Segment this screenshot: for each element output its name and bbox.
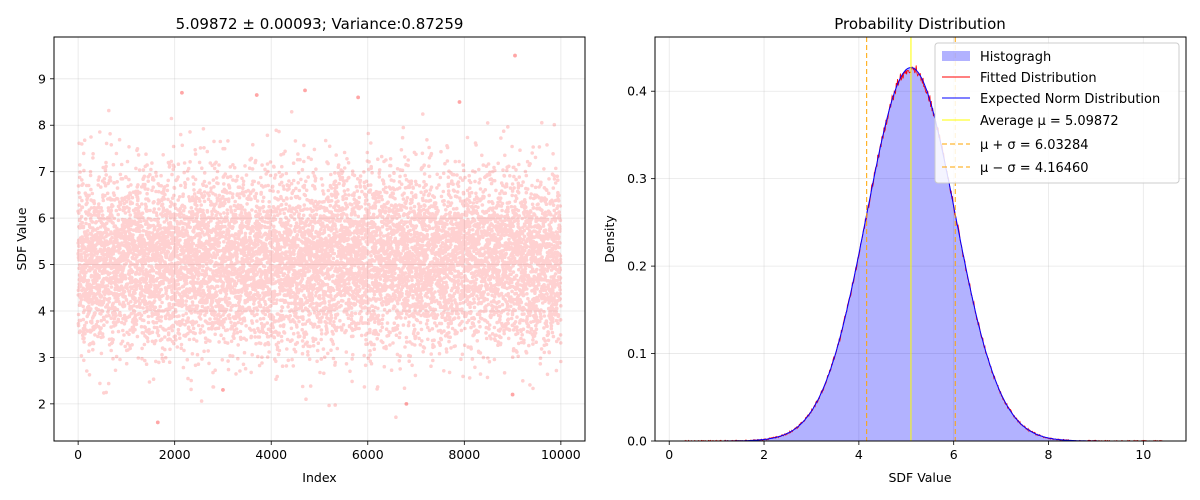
distribution-x-tick-label: 6 <box>950 447 958 462</box>
distribution-y-tick-label: 0.4 <box>627 84 647 99</box>
scatter-x-tick-label: 10000 <box>541 447 581 462</box>
distribution-y-ticks: 0.0 0.1 0.2 0.3 0.4 <box>627 84 655 449</box>
scatter-panel: 5.09872 ± 0.00093; Variance:0.87259 0 200… <box>14 15 586 485</box>
scatter-point <box>254 93 259 97</box>
legend-label-average: Average μ = 5.09872 <box>980 114 1119 129</box>
legend-label-expected: Expected Norm Distribution <box>980 92 1160 107</box>
distribution-y-tick-label: 0.2 <box>627 259 647 274</box>
scatter-y-tick-label: 3 <box>38 350 46 365</box>
distribution-x-label: SDF Value <box>888 470 951 485</box>
scatter-y-tick-label: 4 <box>38 303 46 318</box>
scatter-point-cloud <box>76 108 563 420</box>
scatter-x-tick-label: 8000 <box>448 447 480 462</box>
distribution-x-tick-label: 2 <box>760 447 768 462</box>
scatter-y-tick-label: 5 <box>38 257 46 272</box>
distribution-y-tick-label: 0.0 <box>627 434 647 449</box>
scatter-point <box>221 388 225 392</box>
legend-label-plus-sigma: μ + σ = 6.03284 <box>980 138 1089 153</box>
legend-entry-expected: Expected Norm Distribution <box>942 92 1160 107</box>
legend-label-histogram: Histogragh <box>980 50 1051 65</box>
distribution-y-tick-label: 0.1 <box>627 346 647 361</box>
legend-entry-minus-sigma: μ − σ = 4.16460 <box>942 161 1089 176</box>
scatter-point <box>457 100 462 104</box>
scatter-y-tick-label: 8 <box>38 118 46 133</box>
scatter-y-tick-label: 7 <box>38 164 46 179</box>
scatter-title: 5.09872 ± 0.00093; Variance:0.87259 <box>176 15 464 33</box>
distribution-legend: Histogragh Fitted Distribution Expected … <box>934 42 1180 184</box>
scatter-x-tick-label: 0 <box>74 447 82 462</box>
scatter-x-label: Index <box>302 470 336 485</box>
distribution-x-tick-label: 10 <box>1135 447 1151 462</box>
distribution-title: Probability Distribution <box>834 15 1006 33</box>
scatter-x-tick-label: 2000 <box>159 447 191 462</box>
legend-entry-average: Average μ = 5.09872 <box>942 114 1119 129</box>
histogram-area <box>681 67 1163 441</box>
distribution-x-tick-label: 4 <box>855 447 863 462</box>
distribution-y-tick-label: 0.3 <box>627 171 647 186</box>
distribution-x-tick-label: 8 <box>1045 447 1053 462</box>
scatter-point <box>155 420 160 425</box>
scatter-points <box>76 53 563 425</box>
scatter-point <box>303 88 307 93</box>
distribution-x-ticks: 0 2 4 6 8 10 <box>665 441 1151 462</box>
scatter-plot-frame <box>53 36 586 442</box>
legend-swatch-histogram <box>942 51 970 61</box>
scatter-grid <box>54 37 585 441</box>
legend-entry-histogram: Histogragh <box>942 50 1051 65</box>
legend-entry-plus-sigma: μ + σ = 6.03284 <box>942 138 1089 153</box>
scatter-point <box>180 90 184 95</box>
legend-entry-fitted: Fitted Distribution <box>942 71 1097 86</box>
scatter-point <box>513 53 517 58</box>
legend-box <box>934 42 1180 184</box>
legend-label-fitted: Fitted Distribution <box>980 71 1097 86</box>
scatter-x-ticks: 0 2000 4000 6000 8000 10000 <box>74 441 581 462</box>
histogram-bars <box>681 67 1163 441</box>
scatter-x-tick-label: 4000 <box>255 447 287 462</box>
distribution-x-tick-label: 0 <box>665 447 673 462</box>
distribution-y-label: Density <box>602 215 617 263</box>
distribution-plot-frame <box>654 36 1187 442</box>
legend-label-minus-sigma: μ − σ = 4.16460 <box>980 161 1089 176</box>
distribution-panel: Probability Distribution 0 2 4 6 8 10 0.00.10… <box>602 15 1187 485</box>
scatter-y-ticks: 2 3 4 5 6 7 8 9 <box>38 71 54 411</box>
scatter-point <box>404 401 409 406</box>
scatter-y-tick-label: 9 <box>38 71 46 86</box>
scatter-y-tick-label: 6 <box>38 211 46 226</box>
scatter-point <box>356 95 361 100</box>
scatter-y-tick-label: 2 <box>38 396 46 411</box>
scatter-y-label: SDF Value <box>14 207 29 270</box>
scatter-point <box>510 392 515 397</box>
scatter-x-tick-label: 6000 <box>352 447 384 462</box>
